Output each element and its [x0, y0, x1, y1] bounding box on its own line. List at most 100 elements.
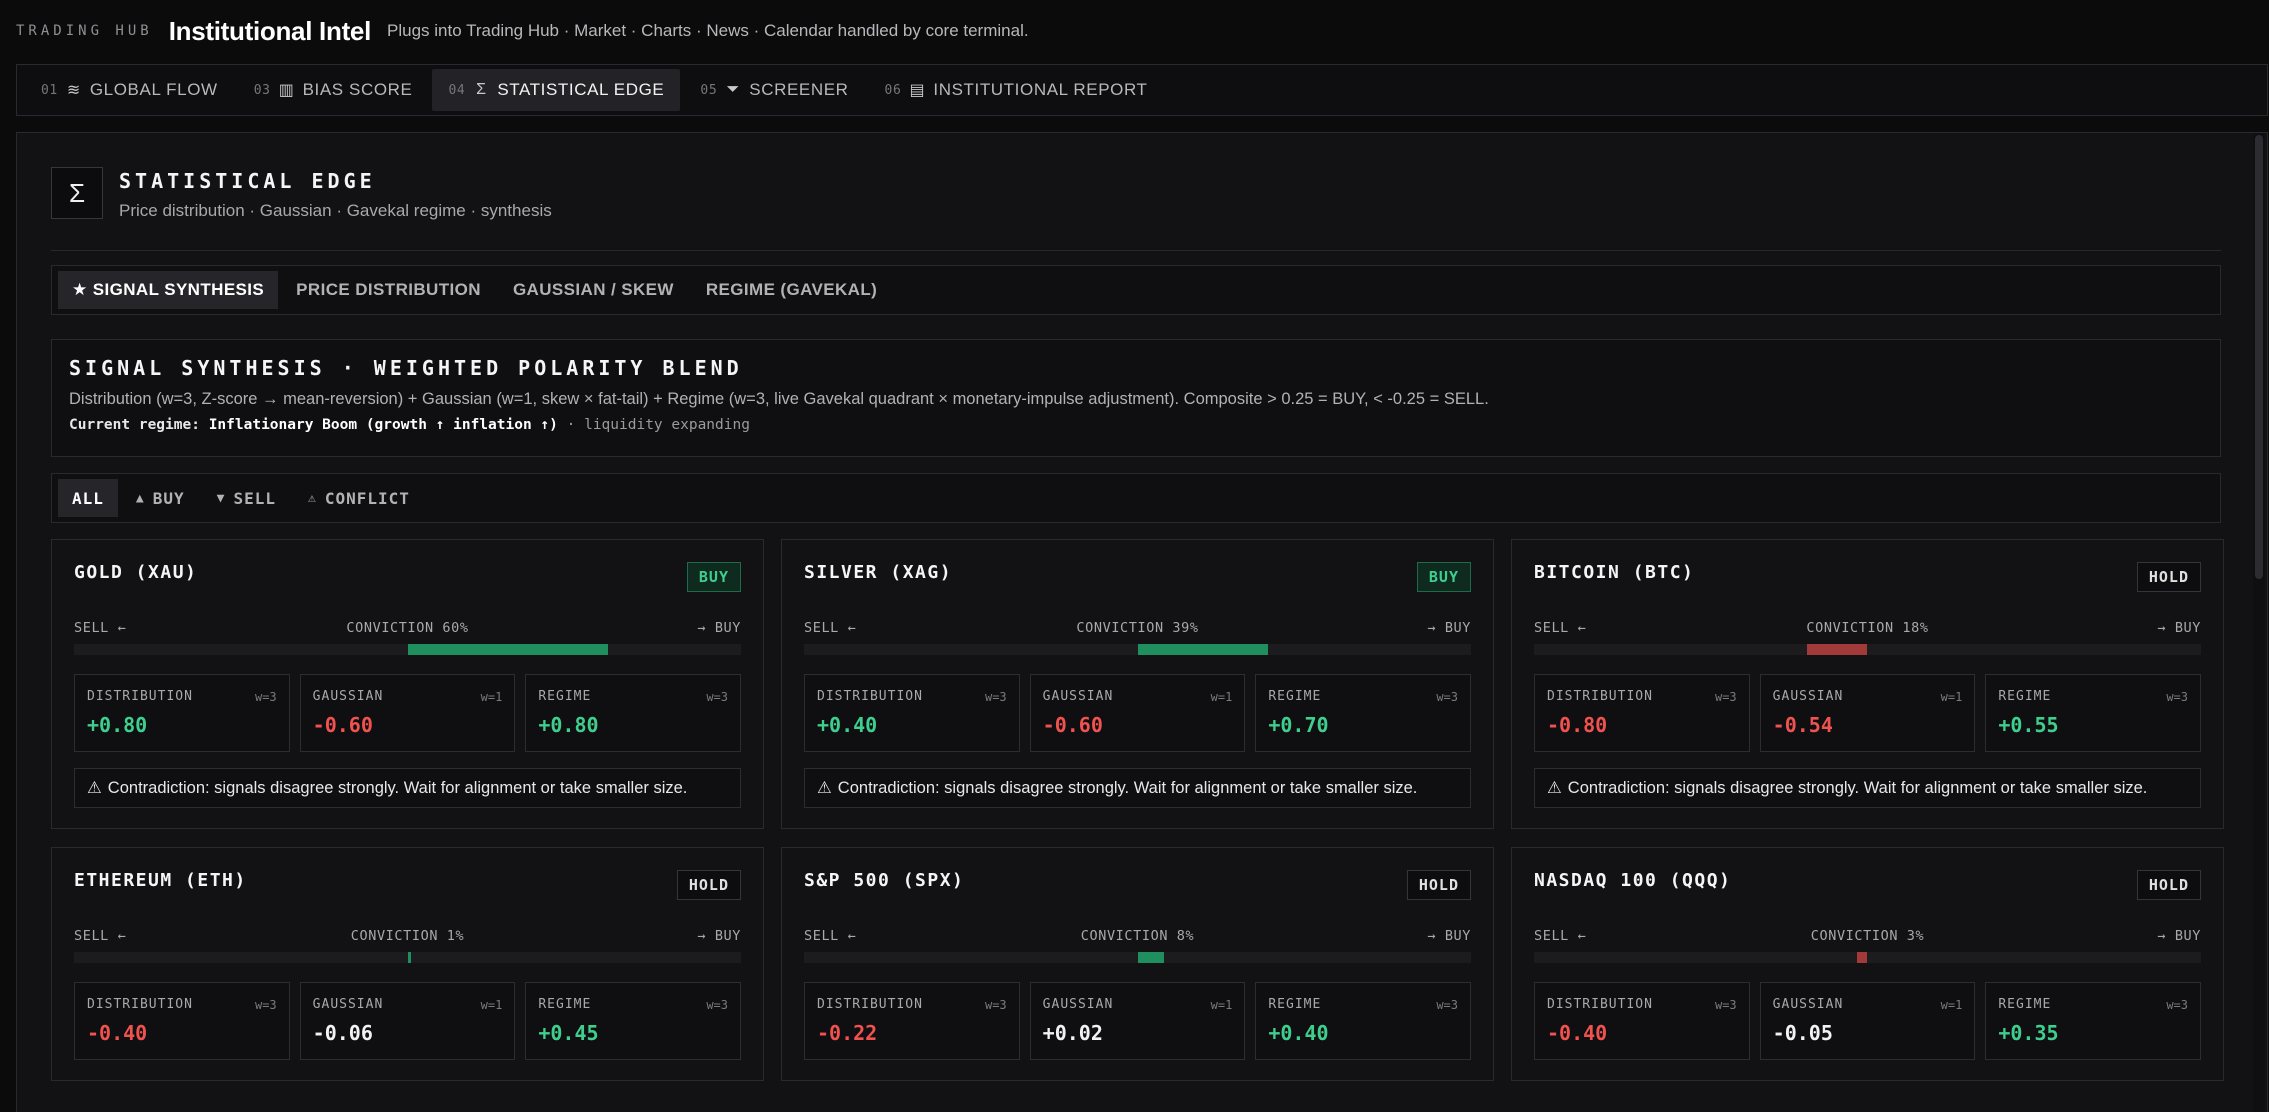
signal-badge: HOLD [2136, 562, 2201, 592]
distribution-value: -0.80 [1547, 713, 1608, 737]
nav-tab-label: SCREENER [749, 80, 849, 99]
warning-icon: ⚠ [308, 490, 317, 506]
document-icon: ▤ [909, 82, 926, 99]
weight-label: w=3 [2166, 998, 2189, 1012]
conviction-label: CONVICTION 1% [350, 928, 465, 944]
sell-label: SELL ← [74, 620, 127, 636]
distribution-metric: DISTRIBUTION w=3 -0.40 [74, 982, 290, 1060]
buy-label: → BUY [2157, 620, 2201, 636]
buy-label: → BUY [697, 620, 741, 636]
contradiction-warning: ⚠ Contradiction: signals disagree strongl… [804, 768, 1471, 808]
gaussian-value: -0.54 [1772, 713, 1833, 737]
gaussian-metric: GAUSSIAN w=1 -0.06 [299, 982, 516, 1060]
gaussian-metric: GAUSSIAN w=1 -0.05 [1759, 982, 1976, 1060]
regime-metric: REGIME w=3 +0.45 [525, 982, 742, 1060]
distribution-label: DISTRIBUTION [87, 997, 193, 1012]
regime-value: +0.40 [1268, 1021, 1329, 1045]
filter-sell[interactable]: ▼ SELL [203, 479, 290, 517]
synthesis-info: SIGNAL SYNTHESIS · WEIGHTED POLARITY BLE… [51, 339, 2221, 457]
weight-label: w=3 [706, 690, 729, 704]
regime-value: +0.70 [1268, 713, 1329, 737]
gaussian-value: +0.02 [1042, 1021, 1103, 1045]
regime-value: +0.45 [538, 1021, 599, 1045]
distribution-metric: DISTRIBUTION w=3 +0.80 [74, 674, 290, 752]
regime-metric: REGIME w=3 +0.40 [1255, 982, 1472, 1060]
gaussian-metric: GAUSSIAN w=1 -0.60 [299, 674, 516, 752]
weight-label: w=1 [480, 690, 503, 704]
scrollbar-thumb[interactable] [2255, 135, 2263, 579]
conviction-label: CONVICTION 3% [1810, 928, 1925, 944]
distribution-metric: DISTRIBUTION w=3 -0.80 [1534, 674, 1750, 752]
weight-label: w=3 [1436, 998, 1459, 1012]
subtab-gaussian-skew[interactable]: GAUSSIAN / SKEW [512, 280, 674, 299]
nav-tab-statistical-edge[interactable]: 04 Σ STATISTICAL EDGE [432, 69, 681, 111]
nav-tab-number: 01 [41, 82, 58, 98]
nav-tab-institutional-report[interactable]: 06 ▤ INSTITUTIONAL REPORT [869, 69, 1164, 111]
distribution-value: -0.22 [817, 1021, 878, 1045]
distribution-label: DISTRIBUTION [1547, 997, 1653, 1012]
gaussian-value: -0.60 [312, 713, 373, 737]
regime-label: REGIME [538, 689, 592, 704]
regime-label: REGIME [1268, 997, 1322, 1012]
filter-buy[interactable]: ▲ BUY [122, 479, 199, 517]
signal-badge: HOLD [2136, 870, 2201, 900]
conviction-fill [1807, 644, 1868, 655]
regime-label: REGIME [538, 997, 592, 1012]
filter-label: ALL [72, 488, 104, 508]
signal-card[interactable]: NASDAQ 100 (QQQ) HOLD SELL ← CONVICTION 3% →… [1511, 847, 2224, 1081]
sell-label: SELL ← [1534, 620, 1587, 636]
filter-conflict[interactable]: ⚠ CONFLICT [294, 479, 424, 517]
signal-card[interactable]: SILVER (XAG) BUY SELL ← CONVICTION 39% → BUY… [781, 539, 1494, 829]
conviction-fill [407, 644, 608, 655]
regime-label: REGIME [1268, 689, 1322, 704]
filter-label: CONFLICT [324, 488, 410, 508]
triangle-up-icon: ▲ [135, 490, 145, 506]
regime-value: +0.80 [538, 713, 599, 737]
distribution-value: +0.80 [87, 713, 148, 737]
gaussian-label: GAUSSIAN [1772, 689, 1844, 704]
regime-value: +0.55 [1998, 713, 2059, 737]
nav-tab-global-flow[interactable]: 01 ≋ GLOBAL FLOW [25, 69, 234, 111]
subtab-regime-gavekal[interactable]: REGIME (GAVEKAL) [705, 280, 878, 299]
asset-name: ETHEREUM (ETH) [74, 870, 247, 891]
nav-tab-number: 04 [448, 82, 466, 98]
subtab-price-distribution[interactable]: PRICE DISTRIBUTION [296, 280, 481, 299]
weight-label: w=1 [1940, 690, 1963, 704]
sell-label: SELL ← [804, 620, 857, 636]
sell-label: SELL ← [804, 928, 857, 944]
distribution-metric: DISTRIBUTION w=3 -0.22 [804, 982, 1020, 1060]
signal-badge: BUY [1416, 562, 1471, 592]
nav-tab-screener[interactable]: 05 ⏷ SCREENER [684, 69, 864, 111]
distribution-value: -0.40 [87, 1021, 148, 1045]
nav-tab-bias-score[interactable]: 03 ▥ BIAS SCORE [238, 69, 429, 111]
statistical-edge-panel: Σ STATISTICAL EDGE Price distribution · … [16, 132, 2268, 1112]
filter-all[interactable]: ALL [58, 479, 118, 517]
sigma-icon: Σ [476, 81, 487, 98]
conviction-labels: SELL ← CONVICTION 3% → BUY [1534, 928, 2201, 944]
warning-text: Contradiction: signals disagree strongly… [837, 778, 1418, 797]
signal-badge: HOLD [676, 870, 741, 900]
signal-card[interactable]: GOLD (XAU) BUY SELL ← CONVICTION 60% → BUY DI… [51, 539, 764, 829]
section-title: STATISTICAL EDGE [119, 169, 376, 193]
app-header: TRADING HUB Institutional Intel Plugs in… [16, 14, 1029, 48]
weight-label: w=3 [984, 998, 1007, 1012]
current-regime: Current regime: Inflationary Boom (growt… [69, 417, 2203, 433]
signal-card[interactable]: BITCOIN (BTC) HOLD SELL ← CONVICTION 18% → B… [1511, 539, 2224, 829]
conviction-fill [1137, 644, 1268, 655]
conviction-label: CONVICTION 39% [1076, 620, 1199, 636]
distribution-value: +0.40 [817, 713, 878, 737]
conviction-bar [804, 644, 1471, 655]
sub-tabs: ★ SIGNAL SYNTHESIS PRICE DISTRIBUTION GAUS… [51, 265, 2221, 315]
conviction-labels: SELL ← CONVICTION 60% → BUY [74, 620, 741, 636]
conviction-labels: SELL ← CONVICTION 39% → BUY [804, 620, 1471, 636]
distribution-label: DISTRIBUTION [817, 997, 923, 1012]
signal-card[interactable]: ETHEREUM (ETH) HOLD SELL ← CONVICTION 1% → B… [51, 847, 764, 1081]
filter-icon: ⏷ [726, 81, 740, 98]
nav-tab-number: 05 [700, 82, 718, 98]
nav-tab-number: 03 [253, 82, 271, 98]
bar-chart-icon: ▥ [278, 82, 295, 99]
signal-card[interactable]: S&P 500 (SPX) HOLD SELL ← CONVICTION 8% → BU… [781, 847, 1494, 1081]
filter-label: BUY [152, 488, 185, 508]
gaussian-value: -0.05 [1772, 1021, 1833, 1045]
subtab-signal-synthesis[interactable]: ★ SIGNAL SYNTHESIS [58, 271, 279, 309]
